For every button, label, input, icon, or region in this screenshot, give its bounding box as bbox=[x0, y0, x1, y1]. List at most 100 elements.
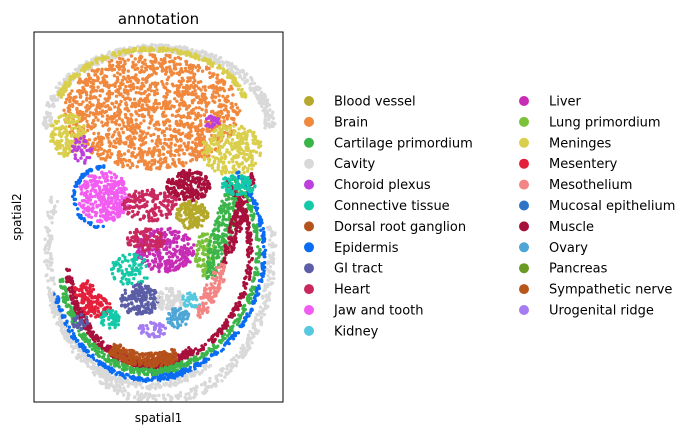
scatter-point bbox=[149, 59, 153, 63]
scatter-point bbox=[93, 194, 97, 198]
scatter-point bbox=[152, 213, 157, 218]
scatter-point bbox=[102, 192, 106, 196]
scatter-point bbox=[134, 63, 138, 67]
scatter-point bbox=[217, 131, 221, 135]
scatter-point bbox=[70, 119, 75, 124]
scatter-point bbox=[227, 62, 231, 66]
scatter-point bbox=[186, 204, 191, 208]
scatter-point bbox=[83, 144, 88, 148]
scatter-point bbox=[122, 202, 126, 206]
scatter-point bbox=[89, 221, 93, 225]
scatter-point bbox=[99, 143, 103, 147]
scatter-point bbox=[201, 248, 206, 252]
scatter-point bbox=[197, 235, 202, 239]
scatter-point bbox=[168, 127, 172, 131]
scatter-point bbox=[186, 226, 190, 231]
scatter-point bbox=[221, 126, 226, 130]
scatter-point bbox=[173, 47, 177, 51]
scatter-point bbox=[185, 90, 189, 95]
scatter-point bbox=[191, 121, 195, 126]
scatter-point bbox=[186, 253, 190, 257]
scatter-point bbox=[139, 143, 144, 147]
scatter-point bbox=[213, 156, 218, 160]
scatter-point bbox=[156, 303, 161, 307]
scatter-point bbox=[135, 165, 139, 169]
scatter-point bbox=[57, 82, 61, 86]
scatter-point bbox=[269, 281, 274, 285]
scatter-point bbox=[157, 269, 161, 274]
scatter-point bbox=[210, 63, 214, 67]
scatter-point bbox=[147, 216, 151, 220]
scatter-point bbox=[141, 259, 145, 263]
scatter-point bbox=[118, 56, 122, 61]
scatter-point bbox=[129, 88, 133, 92]
scatter-point bbox=[179, 214, 183, 218]
scatter-point bbox=[188, 52, 192, 56]
scatter-point bbox=[126, 120, 130, 124]
scatter-point bbox=[131, 295, 136, 299]
scatter-point bbox=[87, 196, 91, 200]
scatter-point bbox=[269, 257, 273, 261]
scatter-point bbox=[147, 219, 151, 223]
scatter-point bbox=[157, 122, 161, 127]
scatter-point bbox=[212, 134, 216, 138]
scatter-point bbox=[194, 106, 198, 110]
scatter-point bbox=[131, 63, 135, 68]
scatter-point bbox=[155, 139, 159, 144]
scatter-point bbox=[119, 157, 123, 162]
scatter-point bbox=[253, 135, 258, 139]
scatter-point bbox=[130, 266, 135, 270]
scatter-point bbox=[118, 386, 123, 390]
scatter-point bbox=[226, 113, 230, 117]
scatter-point bbox=[157, 240, 161, 244]
scatter-point bbox=[128, 264, 132, 268]
scatter-point bbox=[95, 166, 99, 170]
scatter-point bbox=[85, 148, 89, 153]
scatter-point bbox=[132, 255, 137, 259]
scatter-point bbox=[48, 111, 52, 116]
scatter-point bbox=[192, 198, 196, 202]
scatter-point bbox=[170, 200, 175, 204]
scatter-point bbox=[115, 189, 119, 193]
scatter-point bbox=[128, 204, 132, 208]
scatter-point bbox=[65, 142, 69, 147]
scatter-point bbox=[109, 175, 114, 180]
scatter-point bbox=[180, 51, 184, 55]
scatter-point bbox=[73, 153, 77, 157]
scatter-point bbox=[204, 65, 209, 69]
scatter-point bbox=[180, 237, 184, 242]
scatter-point bbox=[263, 114, 268, 119]
scatter-point bbox=[155, 247, 159, 251]
scatter-point bbox=[227, 87, 231, 92]
scatter-point bbox=[221, 86, 225, 91]
scatter-point bbox=[218, 103, 222, 107]
scatter-point bbox=[181, 220, 185, 224]
scatter-point bbox=[233, 109, 237, 114]
scatter-point bbox=[243, 81, 247, 85]
scatter-point bbox=[89, 149, 93, 153]
scatter-point bbox=[192, 98, 196, 102]
scatter-point bbox=[112, 139, 117, 143]
scatter-point bbox=[48, 256, 53, 261]
scatter-point bbox=[165, 143, 169, 147]
scatter-point bbox=[141, 310, 145, 315]
scatter-point bbox=[168, 124, 172, 128]
scatter-point bbox=[74, 95, 78, 99]
scatter-point bbox=[112, 217, 117, 221]
scatter-point bbox=[134, 155, 138, 159]
scatter-point bbox=[47, 247, 51, 251]
scatter-point bbox=[49, 195, 53, 199]
scatter-point bbox=[219, 159, 223, 164]
scatter-point bbox=[143, 141, 148, 145]
scatter-point bbox=[232, 164, 236, 168]
scatter-point bbox=[194, 92, 198, 96]
scatter-point bbox=[259, 311, 264, 316]
scatter-point bbox=[157, 153, 161, 158]
scatter-point bbox=[100, 110, 104, 115]
scatter-point bbox=[70, 350, 75, 354]
scatter-point bbox=[128, 143, 132, 147]
scatter-point bbox=[120, 127, 124, 131]
scatter-point bbox=[176, 293, 181, 297]
scatter-point bbox=[107, 386, 111, 390]
scatter-point bbox=[182, 244, 187, 248]
